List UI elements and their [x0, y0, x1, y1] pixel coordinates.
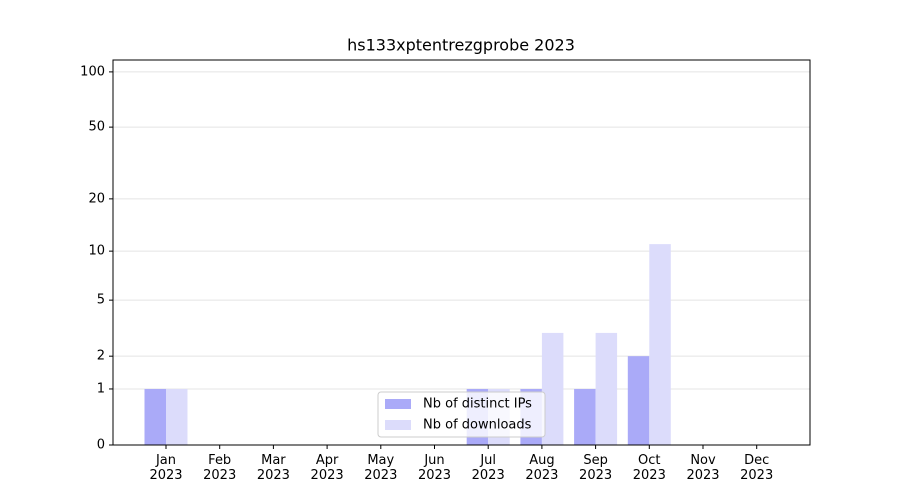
bar	[627, 356, 650, 445]
bar	[144, 388, 166, 445]
y-tick-label: 5	[97, 293, 105, 308]
x-tick-label: Nov 2023	[686, 453, 720, 483]
x-tick-label: Jul 2023	[471, 453, 505, 483]
x-tick-label: May 2023	[364, 453, 398, 483]
bar	[166, 388, 188, 445]
x-tick-label: Dec 2023	[740, 453, 774, 483]
x-tick-label: Mar 2023	[256, 453, 290, 483]
plot-frame	[112, 59, 811, 446]
y-tick-label: 50	[88, 120, 105, 135]
y-tick-label: 10	[88, 244, 105, 259]
x-tick-label: Jun 2023	[417, 453, 452, 483]
bar	[574, 388, 596, 445]
y-tick-label: 20	[88, 191, 105, 206]
legend-label: Nb of distinct IPs	[423, 397, 532, 412]
y-tick-label: 2	[97, 349, 105, 364]
x-tick-label: Apr 2023	[310, 453, 344, 483]
legend-swatch	[385, 399, 411, 409]
x-tick-label: Sep 2023	[579, 453, 613, 483]
bar	[595, 332, 618, 445]
x-tick-label: Aug 2023	[525, 453, 559, 483]
y-tick-label: 1	[97, 381, 105, 396]
legend-swatch	[385, 420, 411, 430]
bar	[649, 244, 671, 445]
legend: Nb of distinct IPs Nb of downloads	[377, 391, 546, 438]
x-tick-label: Jan 2023	[149, 453, 183, 483]
legend-box	[377, 391, 546, 438]
bar	[541, 332, 564, 445]
x-tick-label: Oct 2023	[632, 453, 666, 483]
y-tick-label: 0	[97, 438, 105, 453]
y-tick-label: 100	[80, 64, 105, 79]
x-tick-label: Feb 2023	[203, 453, 237, 483]
chart-title: hs133xptentrezgprobe 2023	[347, 36, 575, 55]
legend-label: Nb of downloads	[423, 418, 532, 433]
